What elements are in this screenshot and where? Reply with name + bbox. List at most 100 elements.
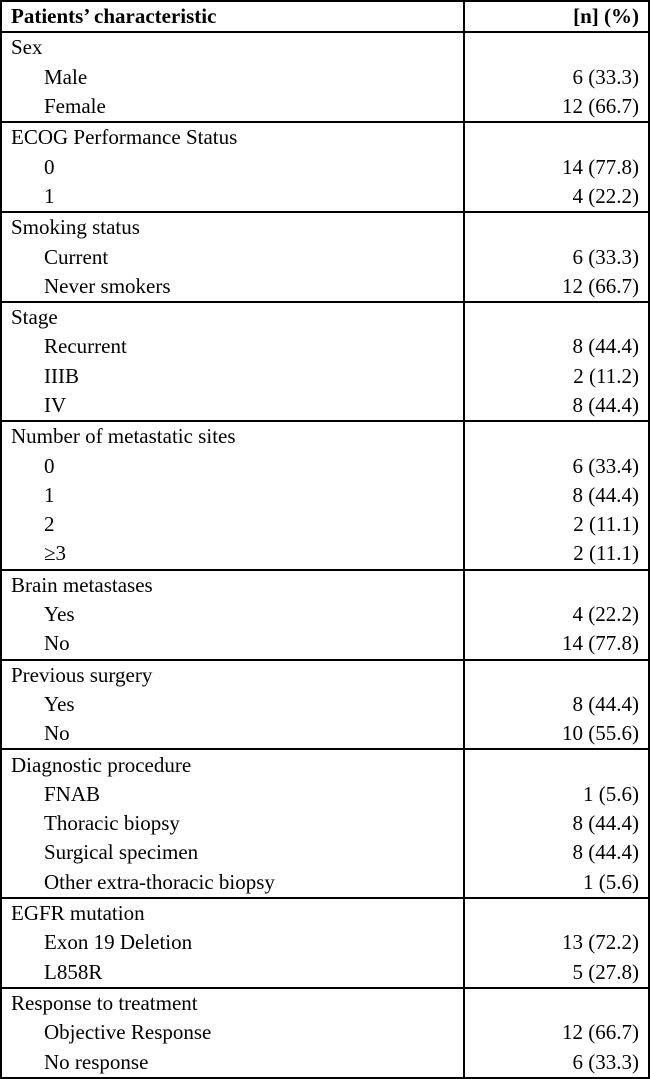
item-value: 6 (33.4)	[463, 451, 649, 481]
item-value: 8 (44.4)	[463, 390, 649, 422]
table-row: Current 6 (33.3)	[1, 242, 649, 272]
section-value	[463, 301, 649, 333]
item-label: Exon 19 Deletion	[44, 930, 193, 955]
item-label: Current	[44, 244, 109, 269]
item-value: 4 (22.2)	[463, 599, 649, 630]
column-header-n-percent: [n] (%)	[463, 1, 649, 33]
table-body: Sex Male 6 (33.3) Female 12 (66.7) ECOG Perfo…	[1, 32, 649, 1078]
item-label: Female	[44, 94, 106, 119]
table-row: L858R 5 (27.8)	[1, 957, 649, 988]
item-label: Recurrent	[44, 334, 127, 359]
section-label: Previous surgery	[11, 662, 153, 687]
item-value: 8 (44.4)	[463, 332, 649, 362]
section-label: Smoking status	[11, 215, 140, 240]
item-label: Thoracic biopsy	[44, 811, 180, 836]
section-header-row: Number of metastatic sites	[1, 421, 649, 452]
item-value: 8 (44.4)	[463, 480, 649, 511]
item-value: 14 (77.8)	[463, 152, 649, 182]
table-row: No 10 (55.6)	[1, 719, 649, 750]
section-header-row: ECOG Performance Status	[1, 122, 649, 153]
item-value: 6 (33.3)	[463, 62, 649, 92]
item-label: FNAB	[44, 781, 101, 806]
item-label: Surgical specimen	[44, 840, 199, 865]
table-row: Recurrent 8 (44.4)	[1, 332, 649, 362]
item-value: 13 (72.2)	[463, 928, 649, 958]
item-value: 6 (33.3)	[463, 1047, 649, 1078]
item-label: IV	[44, 393, 67, 417]
item-label: 0	[44, 453, 55, 478]
item-label: 2	[44, 512, 55, 537]
table-row: Yes 8 (44.4)	[1, 689, 649, 720]
section-value	[463, 122, 649, 153]
section-header-row: Smoking status	[1, 212, 649, 243]
table-row: Surgical specimen 8 (44.4)	[1, 838, 649, 868]
section-label: Diagnostic procedure	[11, 752, 192, 777]
item-label: No response	[44, 1049, 149, 1074]
item-label: Male	[44, 64, 88, 89]
section-label: Sex	[11, 35, 43, 60]
table-row: Yes 4 (22.2)	[1, 599, 649, 630]
item-label: 1	[44, 482, 55, 507]
item-value: 12 (66.7)	[463, 271, 649, 302]
item-value: 12 (66.7)	[463, 1018, 649, 1048]
table-row: Other extra-thoracic biopsy 1 (5.6)	[1, 867, 649, 898]
item-value: 8 (44.4)	[463, 689, 649, 720]
item-value: 6 (33.3)	[463, 242, 649, 272]
item-value: 5 (27.8)	[463, 957, 649, 988]
item-value: 8 (44.4)	[463, 838, 649, 868]
table-row: Exon 19 Deletion 13 (72.2)	[1, 928, 649, 958]
section-label: Number of metastatic sites	[11, 424, 236, 449]
item-label: Objective Response	[44, 1020, 212, 1045]
section-value	[463, 987, 649, 1019]
item-value: 4 (22.2)	[463, 181, 649, 213]
section-label: ECOG Performance Status	[11, 125, 238, 150]
table-row: 2 2 (11.1)	[1, 510, 649, 540]
item-label: No	[44, 631, 70, 656]
section-value	[463, 569, 649, 600]
section-value	[463, 659, 649, 690]
item-label: Yes	[44, 691, 75, 716]
table-row: No 14 (77.8)	[1, 629, 649, 660]
item-value: 2 (11.1)	[463, 539, 649, 570]
item-label: Yes	[44, 602, 75, 627]
table-row: Male 6 (33.3)	[1, 62, 649, 92]
table-row: Objective Response 12 (66.7)	[1, 1018, 649, 1048]
table-row: Never smokers 12 (66.7)	[1, 271, 649, 302]
item-value: 14 (77.8)	[463, 629, 649, 660]
section-header-row: Stage	[1, 301, 649, 333]
item-label: ≥3	[44, 541, 67, 566]
item-label: Never smokers	[44, 273, 171, 298]
table-row: 1 4 (22.2)	[1, 181, 649, 213]
item-label: Other extra-thoracic biopsy	[44, 869, 275, 894]
header-row: Patients’ characteristic [n] (%)	[1, 1, 649, 33]
section-header-row: Sex	[1, 32, 649, 63]
table-row: 1 8 (44.4)	[1, 480, 649, 511]
table-row: IV 8 (44.4)	[1, 390, 649, 422]
table-row: 0 14 (77.8)	[1, 152, 649, 182]
item-label: L858R	[44, 959, 103, 984]
table-row: No response 6 (33.3)	[1, 1047, 649, 1078]
item-label: 1	[44, 183, 55, 208]
section-header-row: EGFR mutation	[1, 897, 649, 929]
section-value	[463, 32, 649, 63]
item-label: 0	[44, 154, 55, 179]
section-header-row: Response to treatment	[1, 987, 649, 1019]
table-header: Patients’ characteristic [n] (%)	[1, 1, 649, 33]
section-header-row: Previous surgery	[1, 659, 649, 690]
table-row: Thoracic biopsy 8 (44.4)	[1, 809, 649, 839]
table-row: Female 12 (66.7)	[1, 91, 649, 123]
item-value: 1 (5.6)	[463, 867, 649, 898]
item-value: 2 (11.1)	[463, 510, 649, 540]
table-row: 0 6 (33.4)	[1, 451, 649, 481]
section-header-row: Diagnostic procedure	[1, 749, 649, 780]
section-value	[463, 749, 649, 780]
section-value	[463, 897, 649, 929]
item-label: IIIB	[44, 363, 79, 388]
table-row: ≥3 2 (11.1)	[1, 539, 649, 570]
item-value: 10 (55.6)	[463, 719, 649, 750]
section-header-row: Brain metastases	[1, 569, 649, 600]
table-row: IIIB 2 (11.2)	[1, 361, 649, 391]
table-row: FNAB 1 (5.6)	[1, 779, 649, 810]
item-value: 2 (11.2)	[463, 361, 649, 391]
